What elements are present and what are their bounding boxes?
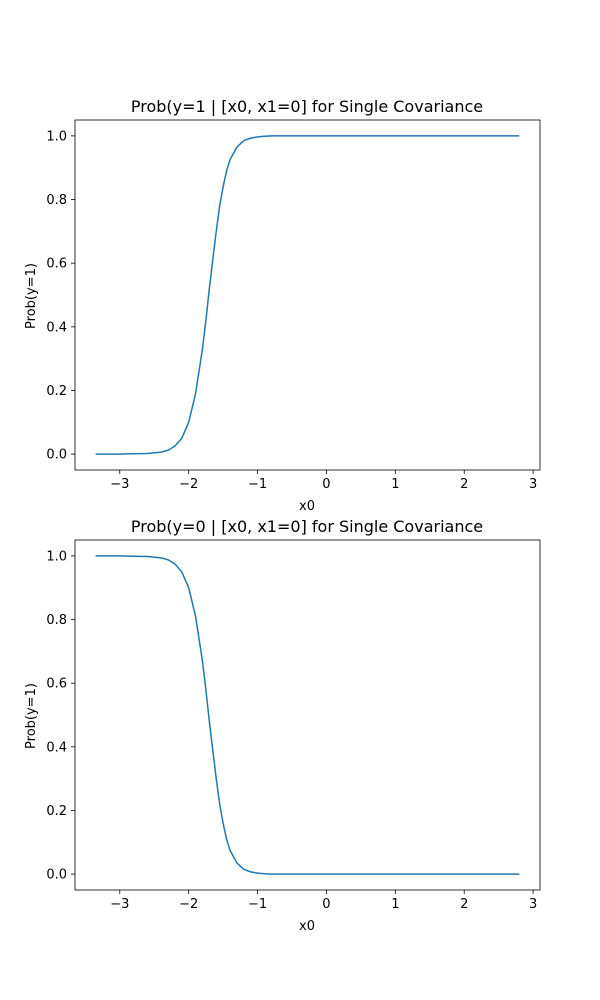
y-axis-label: Prob(y=1) xyxy=(24,683,39,749)
series-line xyxy=(95,555,520,875)
x-tick-label: −2 xyxy=(179,477,198,492)
x-tick-label: 1 xyxy=(391,477,399,492)
x-axis-label: x0 xyxy=(299,499,315,514)
y-tick-label: 0.4 xyxy=(46,740,67,755)
y-tick-label: 0.2 xyxy=(46,384,67,399)
axes-frame xyxy=(74,539,541,891)
y-tick-label: 1.0 xyxy=(46,549,67,564)
x-tick-label: −1 xyxy=(248,897,267,912)
x-axis-label: x0 xyxy=(299,919,315,934)
x-tick-label: −3 xyxy=(110,897,129,912)
y-tick-label: 0.0 xyxy=(46,448,67,463)
x-tick-label: 3 xyxy=(529,477,537,492)
plot-area: −3 −2 −1 0 1 2 3 0.0 0.2 0.4 0.6 0.8 1.0 xyxy=(46,539,541,912)
x-tick-label: 0 xyxy=(322,897,330,912)
y-tick-label: 0.4 xyxy=(46,320,67,335)
chart-title: Prob(y=0 | [x0, x1=0] for Single Covaria… xyxy=(131,517,483,536)
y-tick-label: 0.6 xyxy=(46,257,67,272)
y-tick-label: 0.6 xyxy=(46,677,67,692)
x-tick-label: 1 xyxy=(391,897,399,912)
chart-title: Prob(y=1 | [x0, x1=0] for Single Covaria… xyxy=(131,97,483,116)
x-tick-label: 2 xyxy=(460,897,468,912)
y-tick-label: 0.0 xyxy=(46,868,67,883)
plot-area: −3 −2 −1 0 1 2 3 0.0 0.2 0.4 0.6 0.8 1.0 xyxy=(46,119,541,492)
y-tick-label: 0.2 xyxy=(46,804,67,819)
y-axis-label: Prob(y=1) xyxy=(24,263,39,329)
x-tick-label: −1 xyxy=(248,477,267,492)
y-tick-label: 0.8 xyxy=(46,193,67,208)
y-tick-label: 1.0 xyxy=(46,129,67,144)
y-tick-label: 0.8 xyxy=(46,613,67,628)
chart-top: Prob(y=1 | [x0, x1=0] for Single Covaria… xyxy=(24,97,541,514)
x-tick-label: −2 xyxy=(179,897,198,912)
x-tick-label: 2 xyxy=(460,477,468,492)
x-tick-label: 3 xyxy=(529,897,537,912)
x-tick-label: −3 xyxy=(110,477,129,492)
x-tick-label: 0 xyxy=(322,477,330,492)
series-line xyxy=(95,135,520,455)
chart-bottom: Prob(y=0 | [x0, x1=0] for Single Covaria… xyxy=(24,517,541,934)
axes-frame xyxy=(74,119,541,471)
